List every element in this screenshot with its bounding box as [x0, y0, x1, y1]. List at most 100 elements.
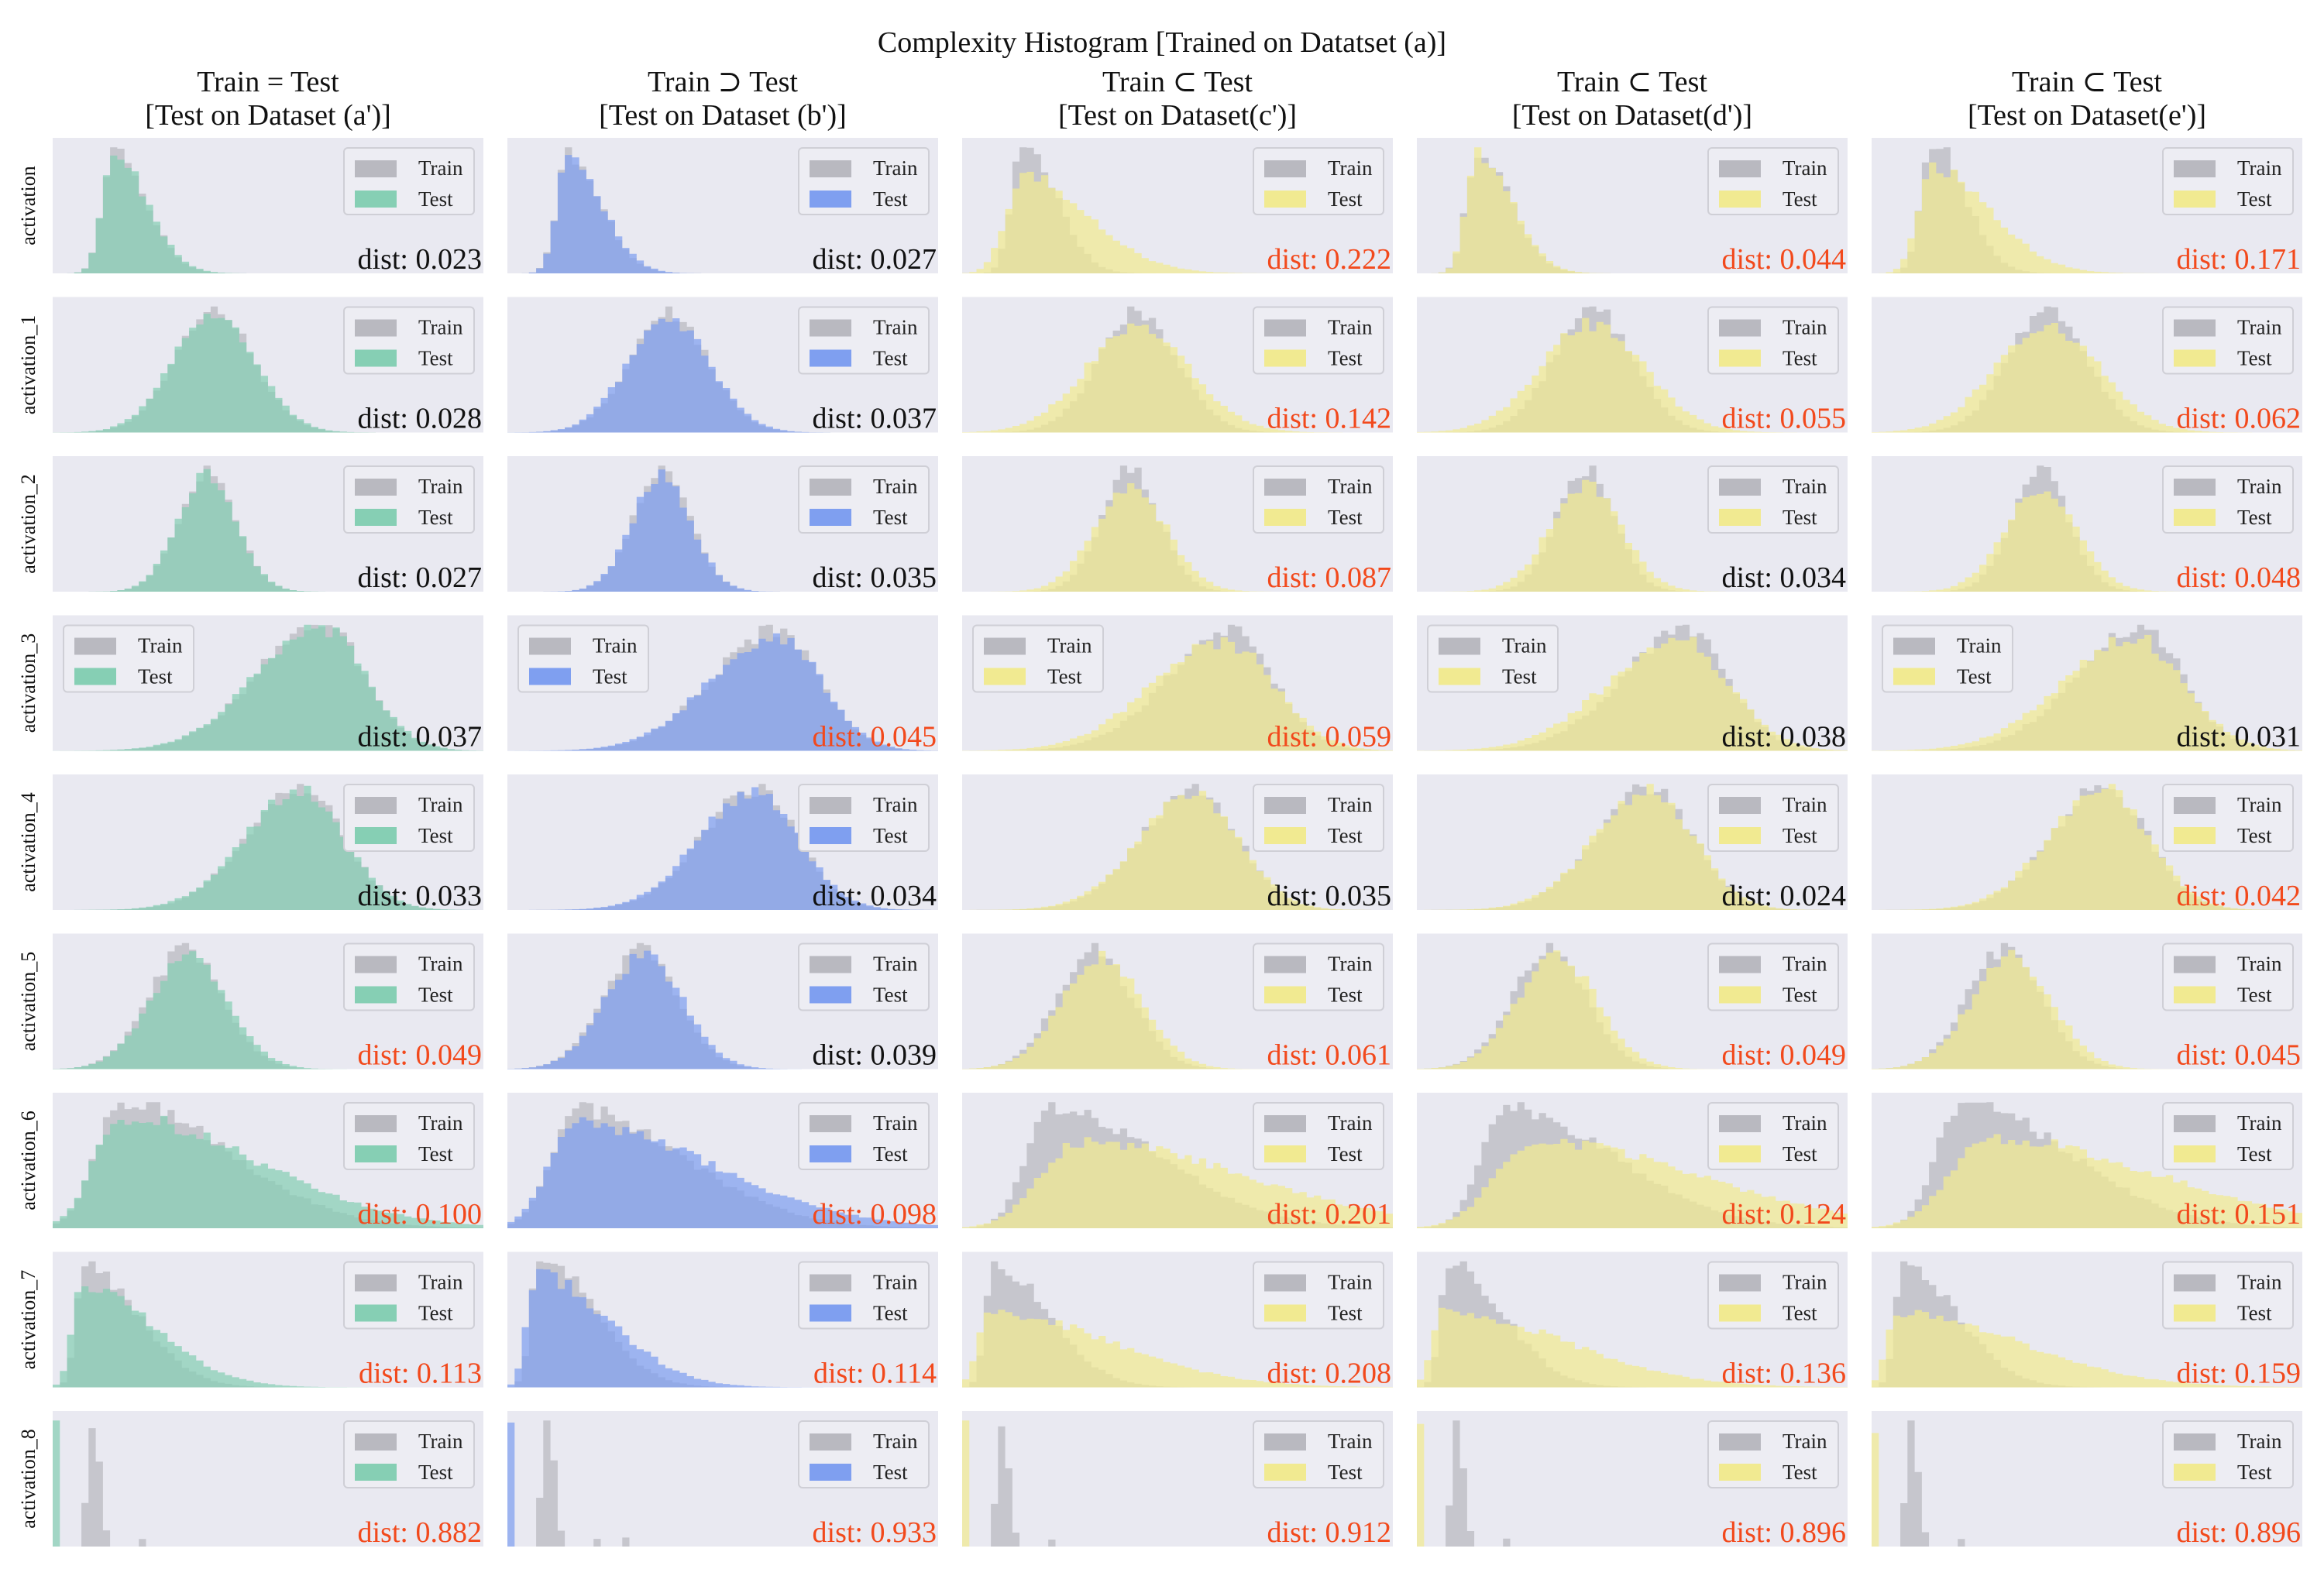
legend: Train Test: [1253, 465, 1384, 534]
legend-train-swatch: [2174, 319, 2216, 337]
legend-test-label: Test: [593, 665, 627, 688]
histogram-panel: Train Test dist: 0.159: [1872, 1251, 2302, 1390]
test-histogram: [53, 624, 483, 751]
legend: Train Test: [1707, 1261, 1839, 1330]
legend-train-swatch: [1439, 637, 1480, 655]
legend-train-swatch: [1893, 637, 1935, 655]
legend-test-swatch: [1264, 1145, 1306, 1162]
test-histogram: [1872, 323, 2302, 433]
row-label: activation_1: [17, 315, 40, 415]
test-histogram: [53, 1115, 483, 1228]
legend: Train Test: [2162, 1102, 2294, 1170]
test-histogram: [962, 950, 1393, 1069]
dist-label: dist: 0.033: [358, 880, 482, 912]
legend-test-label: Test: [2237, 984, 2272, 1007]
legend-train-label: Train: [2237, 156, 2282, 180]
test-histogram: [962, 483, 1393, 592]
legend-test-swatch: [1719, 349, 1761, 367]
histogram-panel: Train Test dist: 0.049: [1417, 933, 1848, 1072]
test-histogram: [962, 1310, 1393, 1388]
legend-test-swatch: [810, 509, 851, 526]
dist-label: dist: 0.882: [358, 1516, 482, 1549]
legend: Train Test: [343, 1102, 475, 1170]
legend-train-label: Train: [1783, 793, 1827, 816]
legend-train-label: Train: [873, 1271, 918, 1294]
legend-test-swatch: [355, 1464, 397, 1481]
legend-test-swatch: [355, 349, 397, 367]
legend-train-swatch: [1264, 797, 1306, 814]
legend-test-label: Test: [873, 1142, 908, 1166]
histogram-panel: Train Test dist: 0.171: [1872, 138, 2302, 276]
legend-test-label: Test: [2237, 187, 2272, 211]
legend: Train Test: [1707, 147, 1839, 215]
legend: Train Test: [1253, 1261, 1384, 1330]
histogram-panel: Train Test dist: 0.033: [53, 774, 483, 912]
legend-train-label: Train: [1783, 156, 1827, 180]
dist-label: dist: 0.037: [813, 403, 937, 435]
dist-label: dist: 0.039: [813, 1039, 937, 1072]
legend-test-label: Test: [1783, 347, 1817, 370]
legend-test-label: Test: [1502, 665, 1537, 688]
legend: Train Test: [972, 624, 1104, 693]
legend: Train Test: [798, 942, 930, 1011]
row-label: activation_5: [17, 952, 40, 1052]
legend-test-label: Test: [1783, 187, 1817, 211]
test-histogram: [1872, 162, 2302, 273]
histogram-panel: Train Test dist: 0.933: [507, 1411, 938, 1549]
legend-test-swatch: [810, 1304, 851, 1322]
legend-train-label: Train: [418, 475, 463, 498]
histogram-panel: Train Test dist: 0.027: [507, 138, 938, 276]
legend: Train Test: [1427, 624, 1559, 693]
legend: Train Test: [2162, 784, 2294, 852]
test-histogram: [53, 785, 483, 910]
dist-label: dist: 0.055: [1722, 403, 1846, 435]
column-test-set-label: [Test on Dataset(d')]: [1512, 99, 1752, 132]
legend: Train Test: [1707, 1102, 1839, 1170]
legend-train-label: Train: [1047, 634, 1092, 657]
legend-train-label: Train: [1328, 1271, 1373, 1294]
legend-test-swatch: [355, 191, 397, 208]
dist-label: dist: 0.045: [2177, 1039, 2301, 1072]
legend-test-label: Test: [1783, 824, 1817, 847]
legend-train-label: Train: [1328, 1430, 1373, 1453]
legend-train-swatch: [1719, 797, 1761, 814]
test-histogram: [507, 155, 938, 273]
legend-train-label: Train: [138, 634, 183, 657]
dist-label: dist: 0.151: [2177, 1198, 2301, 1231]
legend-train-swatch: [355, 1433, 397, 1451]
legend: Train Test: [1707, 942, 1839, 1011]
legend-test-label: Test: [2237, 1461, 2272, 1484]
legend-train-label: Train: [1328, 316, 1373, 339]
test-histogram: [1417, 784, 1848, 910]
histogram-panel: Train Test dist: 0.124: [1417, 1093, 1848, 1231]
histogram-panel: Train Test dist: 0.896: [1872, 1411, 2302, 1549]
dist-label: dist: 0.034: [1722, 561, 1846, 594]
legend-train-swatch: [2174, 797, 2216, 814]
legend-train-swatch: [1719, 319, 1761, 337]
dist-label: dist: 0.933: [813, 1516, 937, 1549]
legend-test-label: Test: [1783, 1302, 1817, 1325]
legend-train-label: Train: [873, 953, 918, 976]
histogram-panel: Train Test dist: 0.028: [53, 297, 483, 435]
legend-test-swatch: [1439, 668, 1480, 685]
test-histogram: [1417, 1138, 1848, 1228]
legend-test-swatch: [1719, 509, 1761, 526]
histogram-panel: Train Test dist: 0.035: [962, 774, 1393, 912]
histogram-panel: Train Test dist: 0.061: [962, 933, 1393, 1072]
legend: Train Test: [1253, 147, 1384, 215]
legend-train-label: Train: [1783, 475, 1827, 498]
dist-label: dist: 0.049: [358, 1039, 482, 1072]
test-histogram: [53, 469, 483, 592]
legend-test-label: Test: [873, 1302, 908, 1325]
legend-test-label: Test: [2237, 506, 2272, 529]
histogram-panel: Train Test dist: 0.031: [1872, 615, 2302, 754]
legend-test-label: Test: [873, 347, 908, 370]
histogram-panel: Train Test dist: 0.151: [1872, 1093, 2302, 1231]
legend: Train Test: [2162, 942, 2294, 1011]
histogram-panel: Train Test dist: 0.049: [53, 933, 483, 1072]
test-histogram: [1417, 637, 1848, 751]
legend-train-label: Train: [1328, 156, 1373, 180]
legend: Train Test: [343, 465, 475, 534]
legend-test-label: Test: [418, 187, 453, 211]
legend: Train Test: [798, 1261, 930, 1330]
